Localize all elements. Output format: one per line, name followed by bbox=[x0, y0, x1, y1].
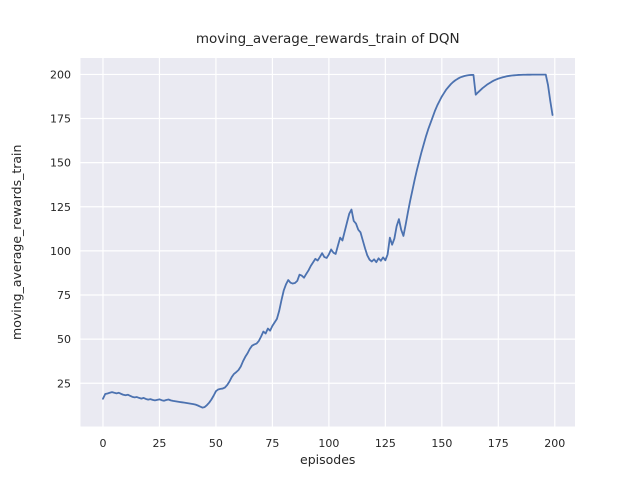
data-line-series bbox=[102, 73, 554, 409]
y-tick-labels: 25 50 75 100 125 150 175 200 bbox=[50, 68, 71, 390]
x-tick-label: 50 bbox=[209, 437, 223, 450]
x-tick-label: 200 bbox=[544, 437, 565, 450]
x-tick-label: 25 bbox=[152, 437, 166, 450]
y-axis-label: moving_average_rewards_train bbox=[9, 145, 24, 340]
y-tick-label: 75 bbox=[57, 289, 71, 302]
x-gridlines bbox=[102, 58, 556, 427]
x-axis-label: episodes bbox=[300, 452, 355, 467]
x-tick-labels: 0 25 50 75 100 125 150 175 200 bbox=[99, 437, 565, 450]
y-tick-label: 200 bbox=[50, 68, 71, 81]
y-gridlines bbox=[80, 73, 575, 384]
x-tick-label: 75 bbox=[265, 437, 279, 450]
chart-title: moving_average_rewards_train of DQN bbox=[196, 31, 460, 47]
x-tick-label: 100 bbox=[318, 437, 339, 450]
y-tick-label: 125 bbox=[50, 201, 71, 214]
y-tick-label: 100 bbox=[50, 245, 71, 258]
y-tick-label: 25 bbox=[57, 377, 71, 390]
y-tick-label: 50 bbox=[57, 333, 71, 346]
y-tick-label: 150 bbox=[50, 157, 71, 170]
x-tick-label: 175 bbox=[488, 437, 509, 450]
x-tick-label: 150 bbox=[431, 437, 452, 450]
x-tick-label: 0 bbox=[99, 437, 106, 450]
x-tick-label: 125 bbox=[375, 437, 396, 450]
y-tick-label: 175 bbox=[50, 113, 71, 126]
plot-area bbox=[80, 58, 575, 427]
